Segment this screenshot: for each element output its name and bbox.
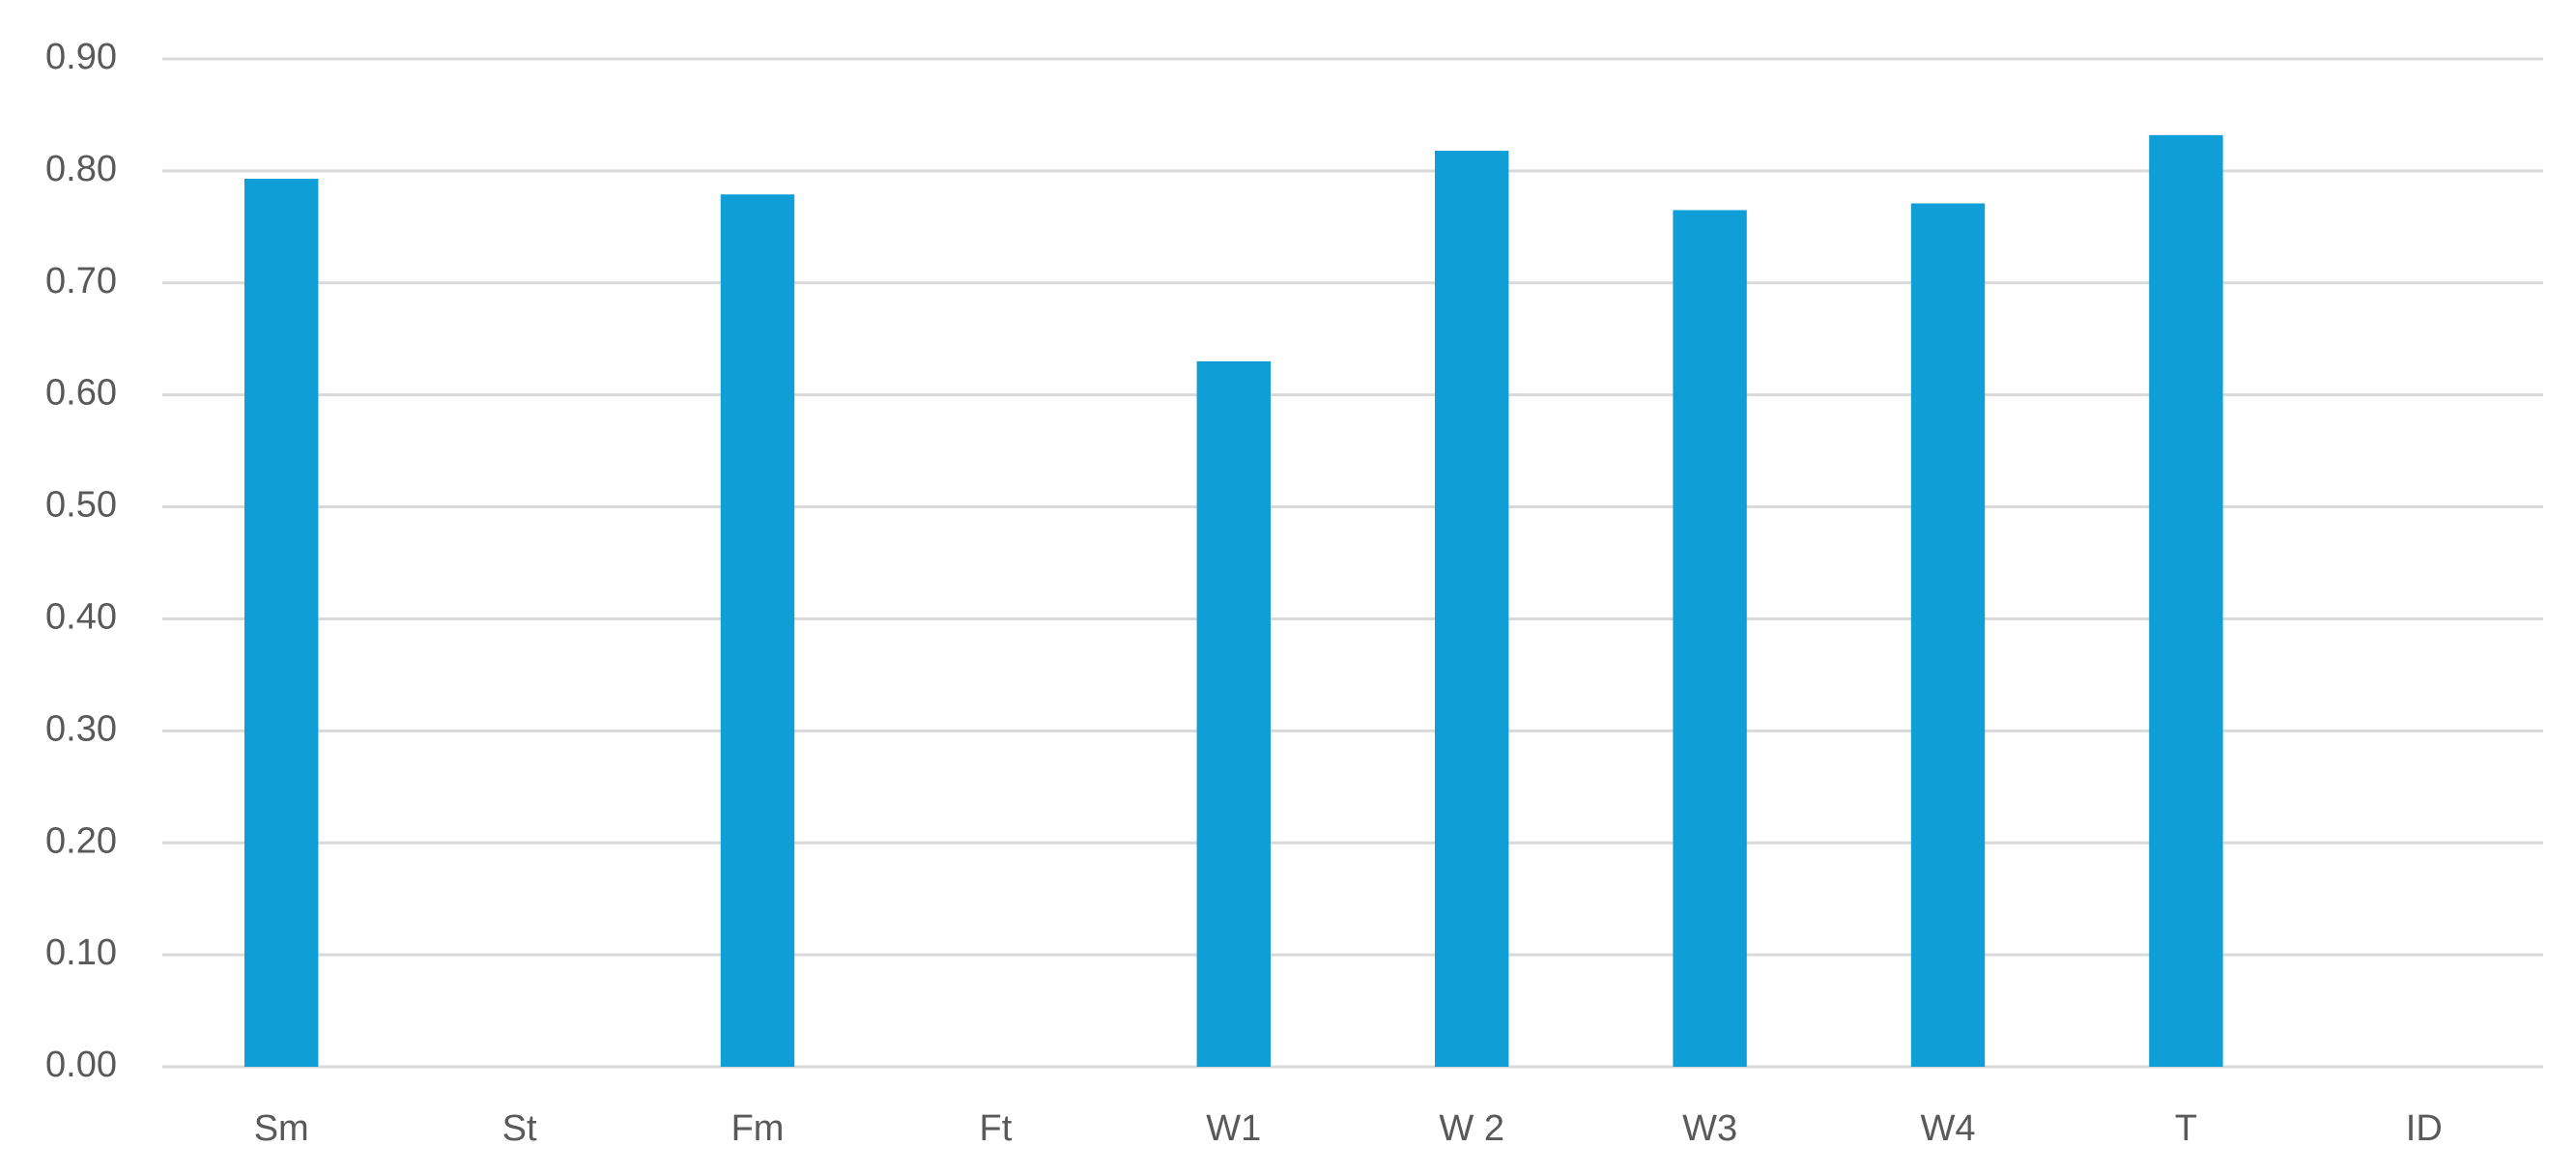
x-tick-label: W4 [1921, 1108, 1976, 1149]
x-tick-label: Fm [731, 1108, 785, 1149]
bar [2149, 134, 2223, 1067]
y-tick-label: 0.00 [45, 1045, 117, 1085]
y-tick-label: 0.30 [45, 708, 117, 749]
x-tick-label: Sm [254, 1108, 309, 1149]
x-tick-label: W3 [1682, 1108, 1737, 1149]
y-tick-label: 0.60 [45, 373, 117, 414]
x-tick-label: ID [2406, 1108, 2443, 1149]
bar [1196, 360, 1271, 1067]
y-tick-label: 0.40 [45, 596, 117, 637]
x-tick-label: W1 [1206, 1108, 1261, 1149]
y-tick-label: 0.90 [45, 37, 117, 77]
y-tick-label: 0.80 [45, 149, 117, 189]
bar [1673, 210, 1747, 1067]
bar [720, 194, 795, 1067]
x-tick-label: Ft [980, 1108, 1013, 1149]
y-tick-label: 0.10 [45, 932, 117, 973]
y-tick-label: 0.70 [45, 261, 117, 301]
bar [1910, 203, 1986, 1067]
y-tick-label: 0.20 [45, 820, 117, 861]
x-tick-label: St [502, 1108, 537, 1149]
y-tick-label: 0.50 [45, 485, 117, 526]
bar [244, 179, 319, 1068]
x-tick-label: W 2 [1439, 1108, 1504, 1149]
x-tick-label: T [2175, 1108, 2197, 1149]
bar [1435, 151, 1509, 1068]
